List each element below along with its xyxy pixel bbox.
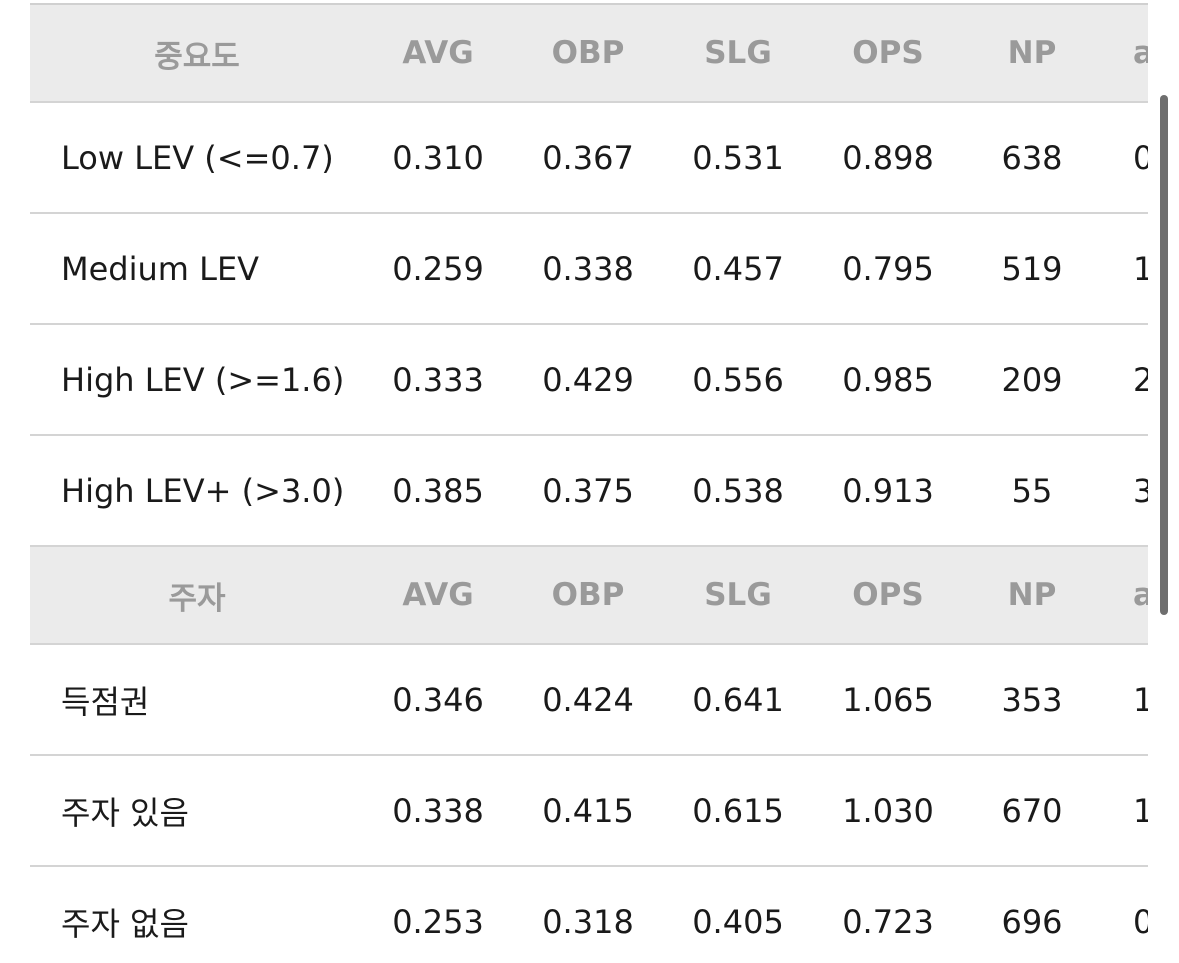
stat-cell: 0.310 (392, 138, 484, 177)
stat-cell: 1 (1133, 214, 1148, 323)
stat-cell: 0.367 (542, 138, 634, 177)
row-label: 득점권 (61, 682, 150, 721)
stat-cell: 0.641 (692, 680, 784, 719)
stat-cell: 3 (1133, 436, 1148, 545)
stat-cell: 0.346 (392, 680, 484, 719)
stat-cell: 0.375 (542, 471, 634, 510)
data-row[interactable]: 주자 있음 0.338 0.415 0.615 1.030 670 1 (30, 756, 1148, 867)
stat-cell: 0.385 (392, 471, 484, 510)
header-row: 중요도 AVG OBP SLG OPS NP a (30, 5, 1148, 103)
stat-cell: 0.556 (692, 360, 784, 399)
stat-cell: 696 (1001, 902, 1063, 941)
data-row[interactable]: Low LEV (<=0.7) 0.310 0.367 0.531 0.898 638 0 (30, 103, 1148, 214)
stat-cell: 0.898 (842, 138, 934, 177)
stat-cell: 0.338 (392, 791, 484, 830)
stat-cell: 0.913 (842, 471, 934, 510)
header-row: 주자 AVG OBP SLG OPS NP a (30, 547, 1148, 645)
scrollbar[interactable] (1160, 95, 1168, 615)
column-header: AVG (402, 577, 474, 613)
stat-cell: 0.795 (842, 249, 934, 288)
row-label: Medium LEV (61, 249, 260, 288)
column-header: SLG (704, 577, 772, 613)
stat-cell: 0.405 (692, 902, 784, 941)
data-row[interactable]: 주자 없음 0.253 0.318 0.405 0.723 696 0 (30, 867, 1148, 963)
data-row[interactable]: High LEV+ (>3.0) 0.385 0.375 0.538 0.913 55 3 (30, 436, 1148, 547)
stat-cell: 0.253 (392, 902, 484, 941)
column-header: NP (1007, 35, 1057, 71)
column-header: OBP (551, 577, 625, 613)
stat-cell: 209 (1001, 360, 1063, 399)
column-header: OPS (852, 35, 924, 71)
stat-cell: 0.615 (692, 791, 784, 830)
stat-cell: 0 (1133, 103, 1148, 212)
stat-cell: 1.065 (842, 680, 934, 719)
stat-cell: 0.338 (542, 249, 634, 288)
column-header: OBP (551, 35, 625, 71)
data-row[interactable]: Medium LEV 0.259 0.338 0.457 0.795 519 1 (30, 214, 1148, 325)
column-header: 중요도 (154, 38, 240, 75)
stat-cell: 0.415 (542, 791, 634, 830)
stat-cell: 0.985 (842, 360, 934, 399)
row-label: 주자 있음 (61, 793, 189, 832)
column-header: NP (1007, 577, 1057, 613)
column-header: a (1133, 5, 1148, 101)
row-label: Low LEV (<=0.7) (61, 138, 334, 177)
split-stats-table: 중요도 AVG OBP SLG OPS NP a Low LEV (<=0.7) 0.310 0.… (30, 3, 1148, 963)
stat-cell: 2 (1133, 325, 1148, 434)
row-label: 주자 없음 (61, 904, 189, 943)
stat-cell: 55 (1011, 471, 1053, 510)
data-row[interactable]: High LEV (>=1.6) 0.333 0.429 0.556 0.985 209 2 (30, 325, 1148, 436)
stat-cell: 0.333 (392, 360, 484, 399)
stat-cell: 0.723 (842, 902, 934, 941)
stat-cell: 1.030 (842, 791, 934, 830)
stat-cell: 0.318 (542, 902, 634, 941)
stat-cell: 1 (1133, 756, 1148, 865)
row-label: High LEV (>=1.6) (61, 360, 345, 399)
column-header: 주자 (168, 580, 226, 617)
stat-cell: 353 (1001, 680, 1063, 719)
row-label: High LEV+ (>3.0) (61, 471, 345, 510)
stat-cell: 1 (1133, 645, 1148, 754)
stat-cell: 670 (1001, 791, 1063, 830)
data-row[interactable]: 득점권 0.346 0.424 0.641 1.065 353 1 (30, 645, 1148, 756)
stat-cell: 0.429 (542, 360, 634, 399)
stat-cell: 0.424 (542, 680, 634, 719)
column-header: AVG (402, 35, 474, 71)
stat-cell: 638 (1001, 138, 1063, 177)
stat-cell: 519 (1001, 249, 1063, 288)
column-header: SLG (704, 35, 772, 71)
stat-cell: 0 (1133, 867, 1148, 963)
column-header: a (1133, 547, 1148, 643)
stat-cell: 0.538 (692, 471, 784, 510)
stat-cell: 0.259 (392, 249, 484, 288)
column-header: OPS (852, 577, 924, 613)
stat-cell: 0.531 (692, 138, 784, 177)
stat-cell: 0.457 (692, 249, 784, 288)
